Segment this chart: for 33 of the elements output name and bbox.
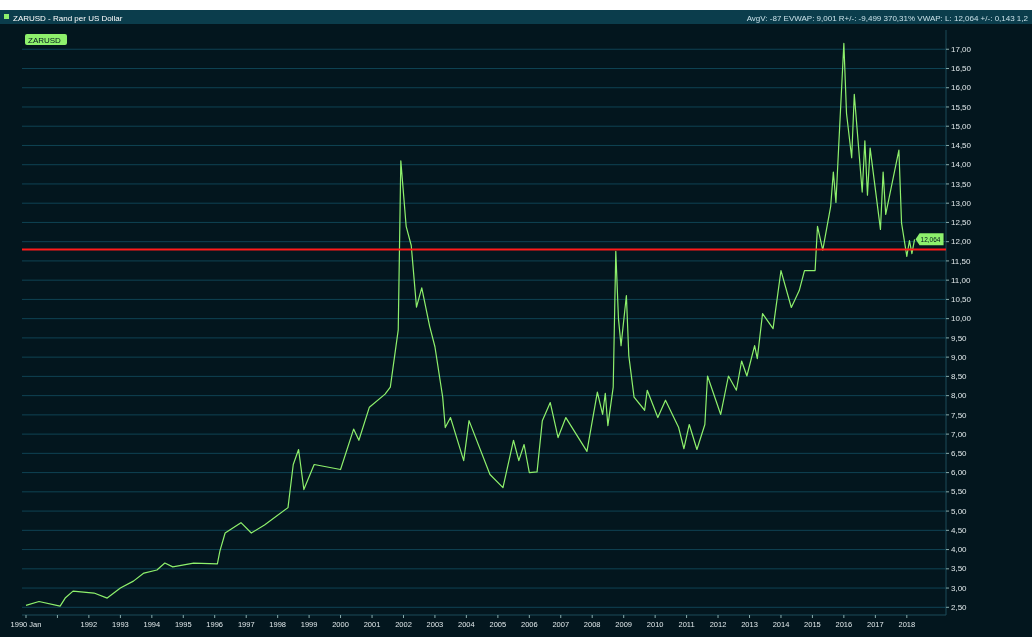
y-tick-label: 11,50 — [951, 256, 971, 266]
y-tick-label: 4,00 — [951, 545, 968, 555]
y-tick-label: 3,00 — [951, 583, 968, 593]
y-tick-label: 14,00 — [951, 160, 972, 170]
y-tick-label: 13,50 — [951, 179, 972, 189]
y-tick-label: 11,00 — [951, 275, 971, 285]
y-tick-label: 10,50 — [951, 295, 972, 305]
y-tick-label: 14,50 — [951, 141, 972, 151]
y-tick-label: 10,00 — [951, 314, 972, 324]
chart-title: ZARUSD - Rand per US Dollar — [13, 14, 123, 23]
y-tick-label: 16,50 — [951, 64, 972, 74]
y-tick-label: 17,00 — [951, 44, 972, 54]
y-tick-label: 2,50 — [951, 602, 968, 612]
chart-subtitle: AvgV: -87 EVWAP: 9,001 R+/-: -9,499 370,31% VWAP: L: 12,064 +/-: 0,143 1,2 — [746, 14, 1029, 23]
y-tick-label: 4,50 — [951, 525, 968, 535]
y-tick-label: 12,00 — [951, 237, 972, 247]
y-tick-label: 9,50 — [951, 333, 968, 343]
text: ZARUSD — [28, 35, 62, 45]
y-tick-label: 8,50 — [951, 372, 968, 382]
y-tick-label: 3,50 — [951, 564, 968, 574]
y-tick-label: 9,00 — [951, 352, 968, 362]
y-tick-label: 8,00 — [951, 391, 968, 401]
y-tick-label: 5,00 — [951, 506, 968, 516]
y-tick-label: 12,50 — [951, 218, 972, 228]
y-tick-label: 13,00 — [951, 198, 972, 208]
y-tick-label: 15,00 — [951, 121, 972, 131]
y-tick-label: 7,00 — [951, 429, 968, 439]
y-tick-label: 6,50 — [951, 449, 968, 458]
y-tick-label: 5,50 — [951, 487, 968, 497]
y-tick-label: 6,00 — [951, 468, 968, 478]
y-tick-label: 15,50 — [951, 102, 972, 112]
y-tick-label: 7,50 — [951, 410, 968, 420]
y-tick-label: 16,00 — [951, 83, 972, 93]
